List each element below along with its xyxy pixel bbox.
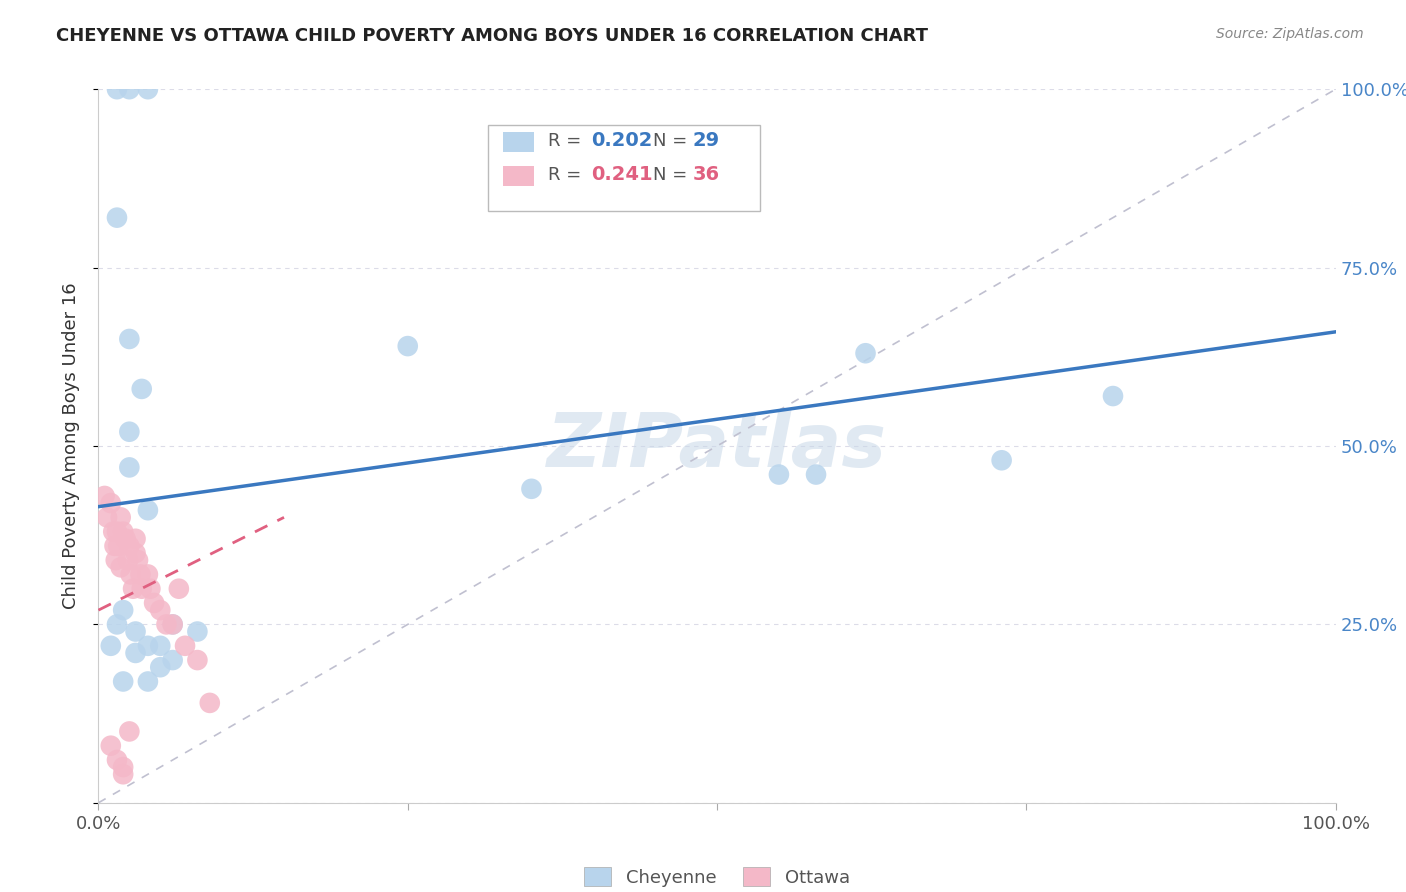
Point <box>110 510 132 524</box>
Point <box>136 82 159 96</box>
Point <box>114 532 136 546</box>
Text: CHEYENNE VS OTTAWA CHILD POVERTY AMONG BOYS UNDER 16 CORRELATION CHART: CHEYENNE VS OTTAWA CHILD POVERTY AMONG B… <box>56 27 928 45</box>
Point <box>118 425 141 439</box>
Point <box>118 332 141 346</box>
Point <box>118 460 141 475</box>
Point <box>162 617 184 632</box>
Point <box>990 453 1012 467</box>
Point <box>118 724 141 739</box>
Point <box>107 539 129 553</box>
Point <box>100 496 122 510</box>
Text: R =: R = <box>547 132 581 150</box>
Point <box>131 582 153 596</box>
Point <box>198 696 221 710</box>
Point <box>103 524 125 539</box>
Point <box>112 674 135 689</box>
Point <box>155 617 177 632</box>
Point <box>136 639 159 653</box>
Text: 29: 29 <box>692 131 720 150</box>
Point <box>124 546 146 560</box>
Text: R =: R = <box>547 166 581 184</box>
Point <box>105 211 128 225</box>
Point <box>174 639 197 653</box>
Point <box>112 603 135 617</box>
Point <box>112 524 135 539</box>
Text: ZIPatlas: ZIPatlas <box>547 409 887 483</box>
Point <box>118 82 141 96</box>
Point <box>124 646 146 660</box>
Point <box>129 567 152 582</box>
Text: 0.202: 0.202 <box>591 131 652 150</box>
Point <box>127 553 149 567</box>
Point <box>149 660 172 674</box>
Point <box>136 674 159 689</box>
Point <box>112 767 135 781</box>
Point <box>149 639 172 653</box>
Point <box>855 346 877 360</box>
Point <box>105 617 128 632</box>
Point <box>186 653 208 667</box>
Point <box>120 567 142 582</box>
Point <box>105 753 128 767</box>
Point <box>136 503 159 517</box>
Point <box>104 553 127 567</box>
FancyBboxPatch shape <box>488 125 761 211</box>
Point <box>117 553 139 567</box>
Bar <box>503 132 534 152</box>
Point <box>112 760 135 774</box>
Text: N =: N = <box>652 132 688 150</box>
Point <box>139 582 162 596</box>
Point <box>100 739 122 753</box>
Point <box>103 539 125 553</box>
Bar <box>503 166 534 186</box>
Point <box>118 539 141 553</box>
Legend: Cheyenne, Ottawa: Cheyenne, Ottawa <box>583 867 851 887</box>
Y-axis label: Child Poverty Among Boys Under 16: Child Poverty Among Boys Under 16 <box>62 283 80 609</box>
Point <box>804 467 827 482</box>
Point <box>520 482 543 496</box>
Point <box>124 624 146 639</box>
Text: Source: ZipAtlas.com: Source: ZipAtlas.com <box>1216 27 1364 41</box>
Point <box>143 596 166 610</box>
Point <box>124 532 146 546</box>
Point <box>149 603 172 617</box>
Point <box>105 82 128 96</box>
Point <box>162 617 184 632</box>
Point <box>96 510 118 524</box>
Point <box>186 624 208 639</box>
Point <box>105 524 128 539</box>
Text: N =: N = <box>652 166 688 184</box>
Point <box>122 582 145 596</box>
Point <box>136 567 159 582</box>
Point <box>1102 389 1125 403</box>
Point <box>100 639 122 653</box>
Point <box>131 382 153 396</box>
Point <box>396 339 419 353</box>
Point <box>167 582 190 596</box>
Point <box>162 653 184 667</box>
Text: 36: 36 <box>692 165 720 185</box>
Point <box>768 467 790 482</box>
Text: 0.241: 0.241 <box>591 165 652 185</box>
Point <box>110 560 132 574</box>
Point <box>93 489 115 503</box>
